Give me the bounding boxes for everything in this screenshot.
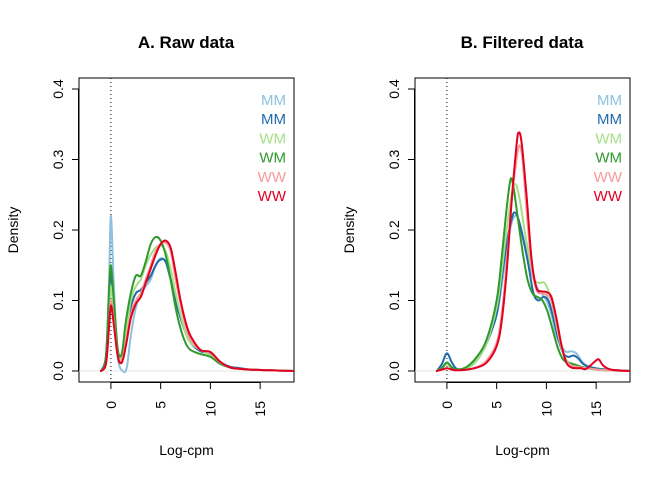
y-tick-label: 0.3 [386, 150, 402, 170]
legend-entry-wm: WM [595, 130, 622, 147]
legend-entry-mm: MM [261, 92, 286, 109]
x-tick-label: 15 [252, 401, 268, 417]
x-tick-label: 5 [153, 401, 169, 409]
y-tick-label: 0.1 [386, 291, 402, 311]
x-tick-label: 10 [538, 401, 554, 417]
legend-entry-mm: MM [261, 111, 286, 128]
x-tick-label: 0 [439, 401, 455, 409]
legend-entry-wm: WM [259, 150, 286, 167]
y-tick-label: 0.1 [50, 291, 66, 311]
legend-entry-ww: WW [258, 169, 287, 186]
legend-entry-ww: WW [594, 188, 623, 205]
x-axis-label: Log-cpm [495, 442, 549, 458]
series-line-ww-6 [435, 131, 630, 372]
y-tick-label: 0.0 [50, 361, 66, 381]
y-tick-label: 0.2 [386, 220, 402, 240]
y-axis-label: Density [5, 207, 21, 254]
y-tick-label: 0.3 [50, 150, 66, 170]
chart-title: B. Filtered data [461, 33, 584, 52]
series-line-wm-3 [100, 244, 294, 372]
x-tick-label: 5 [489, 401, 505, 409]
y-tick-label: 0.4 [386, 79, 402, 99]
series-group [435, 131, 630, 372]
x-axis-label: Log-cpm [159, 442, 213, 458]
chart-title: A. Raw data [138, 33, 235, 52]
legend-entry-wm: WM [595, 150, 622, 167]
y-tick-label: 0.0 [386, 361, 402, 381]
series-line-ww-6 [100, 239, 294, 372]
legend-entry-ww: WW [258, 188, 287, 205]
y-tick-label: 0.2 [50, 220, 66, 240]
x-tick-label: 10 [202, 401, 218, 417]
x-tick-label: 0 [103, 401, 119, 409]
x-tick-label: 15 [588, 401, 604, 417]
legend-entry-mm: MM [597, 92, 622, 109]
chart-panel-a: A. Raw data 0.0 0.1 0.2 0.3 0.4 0 5 10 15 Log-cpm D… [5, 33, 295, 458]
chart-panel-b: B. Filtered data 0.0 0.1 0.2 0.3 0.4 0 5 10 15 Log… [341, 33, 631, 458]
series-group [100, 214, 294, 374]
legend-entry-ww: WW [594, 169, 623, 186]
y-axis-label: Density [341, 207, 357, 254]
legend-entry-mm: MM [597, 111, 622, 128]
y-tick-label: 0.4 [50, 79, 66, 99]
series-line-mm-2 [435, 211, 630, 372]
legend-entry-wm: WM [259, 130, 286, 147]
